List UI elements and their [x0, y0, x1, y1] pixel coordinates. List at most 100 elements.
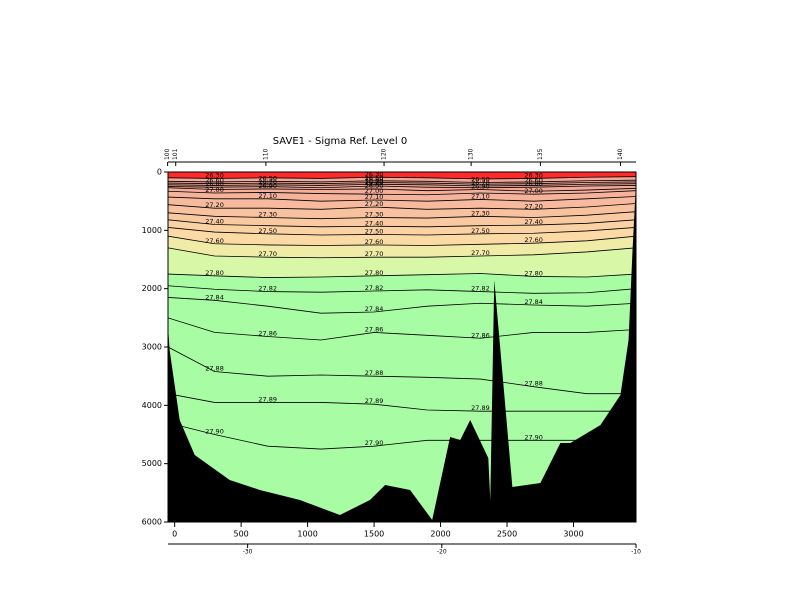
y-tick-label: 1000 [142, 226, 162, 235]
station-label: 110 [262, 148, 269, 160]
contour-label: 27.80 [365, 269, 384, 277]
station-label: 140 [617, 148, 624, 160]
contour-label: 27.50 [365, 227, 384, 235]
contour-label: 26.70 [365, 177, 384, 185]
contour-label: 27.30 [365, 211, 384, 219]
contour-label: 26.30 [524, 171, 543, 179]
x2-tick-label: -10 [631, 549, 641, 556]
contour-label: 27.40 [365, 219, 384, 227]
station-label: 101 [172, 148, 179, 160]
x2-tick-label: -30 [243, 549, 253, 556]
contour-label: 27.89 [258, 395, 277, 403]
contour-label: 26.60 [205, 177, 224, 185]
x-tick-label: 1500 [364, 530, 384, 539]
contour-label: 27.10 [471, 192, 490, 200]
contour-label: 27.00 [365, 187, 384, 195]
station-label: 135 [537, 148, 544, 160]
contour-label: 27.88 [524, 380, 543, 388]
contour-line [168, 185, 636, 189]
contour-label: 27.60 [365, 238, 384, 246]
chart-title: SAVE1 - Sigma Ref. Level 0 [273, 136, 407, 147]
contour-label: 26.90 [258, 182, 277, 190]
y-tick-label: 3000 [142, 343, 162, 352]
contour-line [168, 247, 636, 259]
contour-label: 26.80 [365, 179, 384, 187]
bathymetry [168, 182, 636, 522]
contour-label: 27.70 [471, 249, 490, 257]
station-label: 100 [164, 148, 171, 160]
contour-label: 26.80 [524, 180, 543, 188]
contour-label: 27.84 [205, 293, 224, 301]
contour-label: 27.84 [365, 305, 384, 313]
contour-label: 27.30 [471, 209, 490, 217]
contour-label: 27.10 [365, 193, 384, 201]
y-tick-label: 5000 [142, 459, 162, 468]
x-tick-label: 1000 [297, 530, 317, 539]
contour-label: 26.60 [365, 176, 384, 184]
contour-label: 27.86 [365, 325, 384, 333]
contour-label: 27.86 [258, 330, 277, 338]
contour-label: 27.80 [205, 269, 224, 277]
contour-line [168, 187, 636, 192]
contour-label: 26.90 [365, 182, 384, 190]
contour-line [168, 227, 636, 236]
contour-line [168, 393, 636, 412]
station-label: 130 [468, 148, 475, 160]
contour-line [168, 181, 636, 185]
x-tick-label: 2000 [430, 530, 450, 539]
contour-label: 27.60 [205, 237, 224, 245]
y-tick-label: 0 [157, 168, 162, 177]
contour-label: 27.70 [258, 250, 277, 258]
contour-label: 27.40 [524, 218, 543, 226]
x-tick-label: 3000 [563, 530, 583, 539]
contour-label: 27.90 [524, 433, 543, 441]
contour-line [168, 285, 636, 294]
contour-line [168, 179, 636, 183]
contour-label: 27.70 [365, 250, 384, 258]
contour-label: 26.30 [365, 170, 384, 178]
contour-label: 27.10 [258, 192, 277, 200]
contour-line [168, 190, 636, 196]
contour-label: 26.80 [205, 180, 224, 188]
contour-label: 26.30 [205, 171, 224, 179]
contour-label: 27.86 [471, 331, 490, 339]
y-tick-label: 2000 [142, 284, 162, 293]
contour-label: 27.88 [365, 369, 384, 377]
contour-line [168, 211, 636, 220]
contour-label: 27.20 [365, 200, 384, 208]
contour-label: 26.70 [258, 178, 277, 186]
contour-label: 27.90 [205, 428, 224, 436]
contour-label: 27.00 [524, 187, 543, 195]
contour-label: 27.90 [365, 439, 384, 447]
station-label: 120 [381, 148, 388, 160]
contour-line [168, 346, 636, 395]
contour-label: 27.82 [471, 285, 490, 293]
contour-label: 27.00 [205, 186, 224, 194]
contour-line [168, 183, 636, 187]
contour-label: 27.88 [205, 365, 224, 373]
x-tick-label: 0 [172, 530, 177, 539]
contour-label: 27.84 [524, 298, 543, 306]
contour-label: 27.89 [471, 404, 490, 412]
contour-label: 27.40 [205, 218, 224, 226]
x-tick-label: 500 [233, 530, 248, 539]
contour-line [168, 317, 636, 341]
contour-label: 27.82 [258, 285, 277, 293]
contour-line [168, 196, 636, 202]
contour-label: 27.89 [365, 397, 384, 405]
contour-label: 27.50 [471, 227, 490, 235]
x2-tick-label: -20 [437, 549, 447, 556]
contour-line [168, 235, 636, 246]
x-tick-label: 2500 [497, 530, 517, 539]
contour-line [168, 273, 636, 278]
contour-label: 27.20 [205, 201, 224, 209]
contour-line [168, 176, 636, 180]
contour-label: 27.50 [258, 227, 277, 235]
contour-label: 27.82 [365, 284, 384, 292]
contour-line [168, 422, 636, 450]
contour-line [168, 297, 636, 314]
contour-label: 27.80 [524, 269, 543, 277]
contour-line [168, 203, 636, 210]
